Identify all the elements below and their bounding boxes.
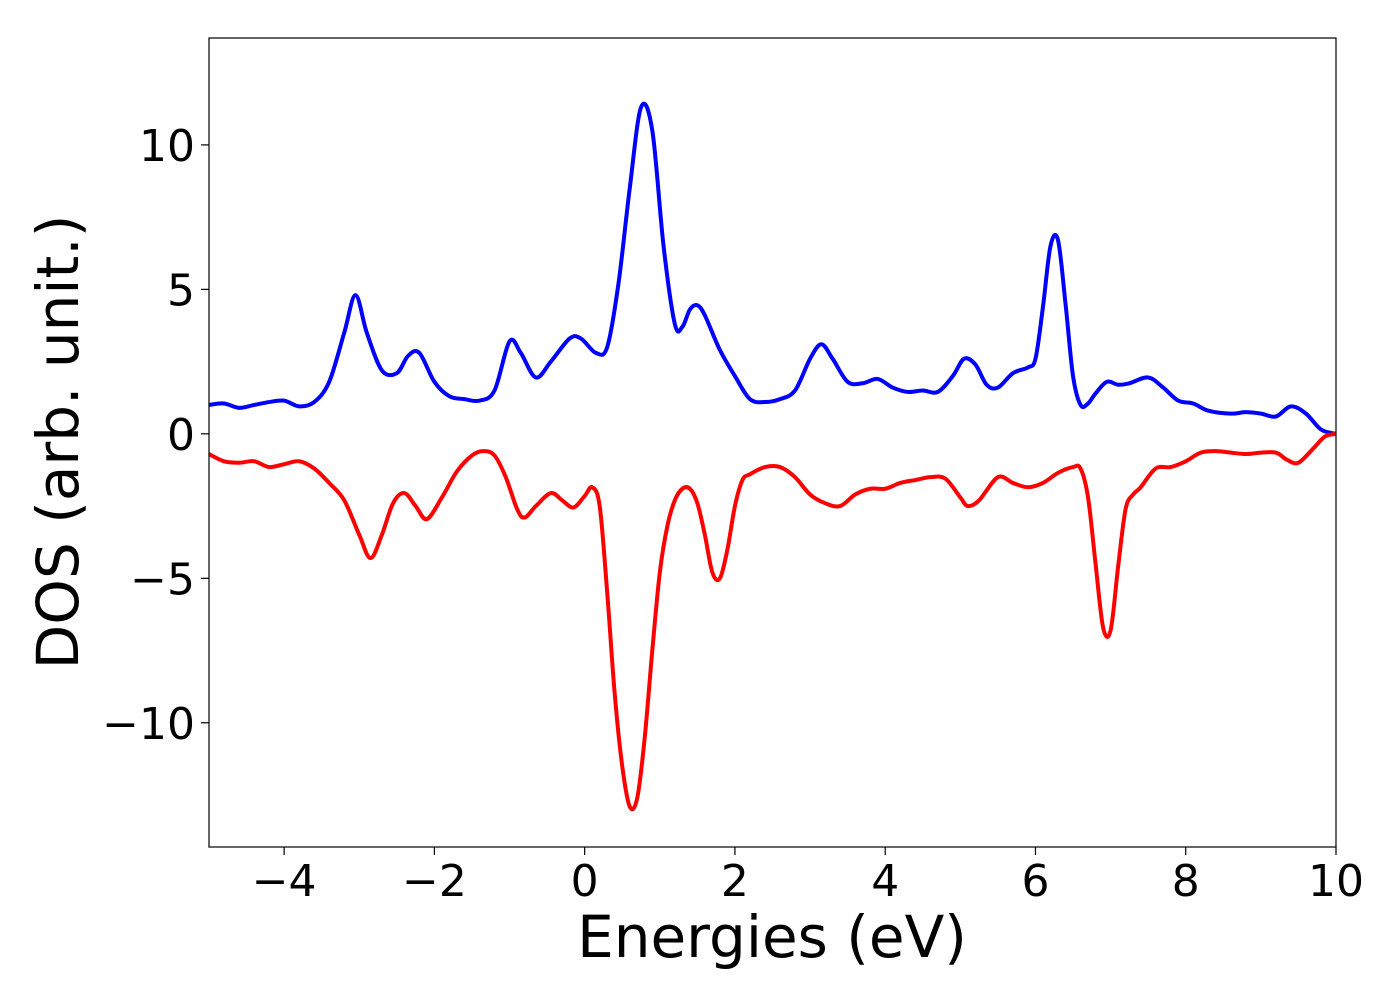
x-tick-label: 0 — [571, 856, 599, 907]
series-layer — [209, 101, 1336, 812]
y-tick-label: 0 — [167, 410, 195, 461]
x-axis-ticks: −4 −2 0 2 4 6 8 10 — [252, 847, 1364, 907]
x-tick-label: 8 — [1172, 856, 1200, 907]
x-tick-label: 4 — [871, 856, 899, 907]
y-tick-label: 5 — [167, 265, 195, 316]
dos-series-blue-line — [209, 101, 1336, 436]
x-tick-label: 6 — [1021, 856, 1049, 907]
plot-frame — [208, 37, 1337, 848]
y-tick-label: −10 — [102, 699, 195, 750]
y-tick-label: −5 — [130, 554, 195, 605]
dos-series-red-line — [209, 431, 1336, 812]
y-axis-ticks: −10 −5 0 5 10 — [102, 121, 209, 750]
y-tick-label: 10 — [139, 121, 195, 172]
x-tick-label: 10 — [1308, 856, 1364, 907]
x-axis-label: Energies (eV) — [577, 903, 967, 971]
y-axis-label: DOS (arb. unit.) — [24, 215, 92, 670]
x-tick-label: −4 — [252, 856, 317, 907]
x-tick-label: 2 — [721, 856, 749, 907]
x-tick-label: −2 — [402, 856, 467, 907]
